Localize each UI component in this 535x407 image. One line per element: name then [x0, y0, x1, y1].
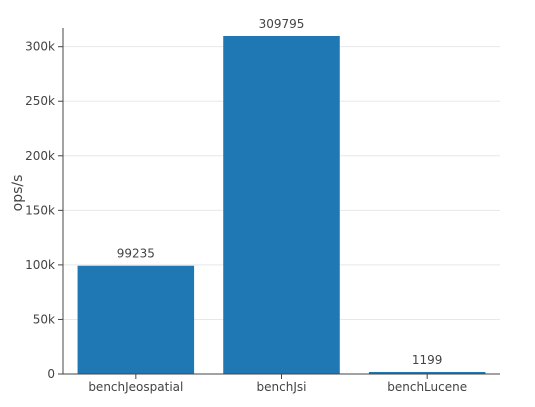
y-tick-label: 0 [47, 367, 55, 381]
y-axis-title: ops/s [10, 175, 26, 212]
bar-benchJsi [223, 36, 340, 374]
x-tick-label-benchJeospatial: benchJeospatial [88, 380, 183, 394]
y-tick-label: 300k [25, 40, 55, 54]
data-label-benchJsi: 309795 [259, 17, 305, 31]
data-label-benchJeospatial: 99235 [117, 247, 155, 261]
x-tick-label-benchJsi: benchJsi [257, 380, 307, 394]
y-tick-label: 100k [25, 258, 55, 272]
bar-benchLucene [368, 372, 486, 374]
y-tick-label: 200k [25, 149, 55, 163]
data-labels: 99235 309795 1199 [117, 17, 443, 367]
y-tick-label: 50k [33, 312, 55, 326]
axes: 0 50k 100k 150k 200k 250k 300k benchJeospatial b… [25, 28, 500, 394]
x-tick-label-benchLucene: benchLucene [387, 380, 467, 394]
bars [77, 36, 486, 374]
y-tick-label: 250k [25, 94, 55, 108]
data-label-benchLucene: 1199 [412, 353, 443, 367]
bar-benchJeospatial [77, 265, 195, 374]
y-tick-label: 150k [25, 203, 55, 217]
